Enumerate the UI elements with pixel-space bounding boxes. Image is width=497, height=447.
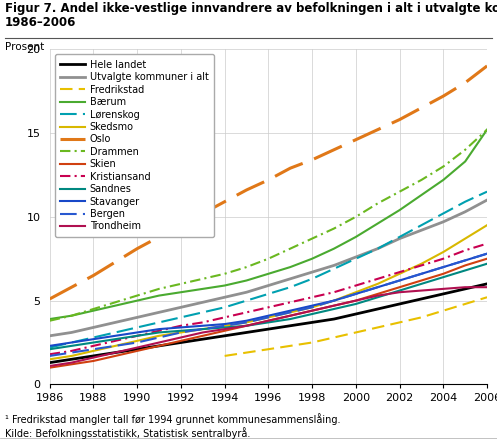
Text: Figur 7. Andel ikke-vestlige innvandrere av befolkningen i alt i utvalgte kommun: Figur 7. Andel ikke-vestlige innvandrere… [5, 2, 497, 15]
Text: 1986–2006: 1986–2006 [5, 16, 77, 29]
Text: ¹ Fredrikstad mangler tall før 1994 grunnet kommunesammenslåing.: ¹ Fredrikstad mangler tall før 1994 grun… [5, 413, 340, 426]
Text: Kilde: Befolkningsstatistikk, Statistisk sentralbyrå.: Kilde: Befolkningsstatistikk, Statistisk… [5, 427, 250, 439]
Text: Prosent: Prosent [5, 42, 44, 52]
Legend: Hele landet, Utvalgte kommuner i alt, Fredrikstad, Bærum, Lørenskog, Skedsmo, Os: Hele landet, Utvalgte kommuner i alt, Fr… [55, 54, 214, 237]
